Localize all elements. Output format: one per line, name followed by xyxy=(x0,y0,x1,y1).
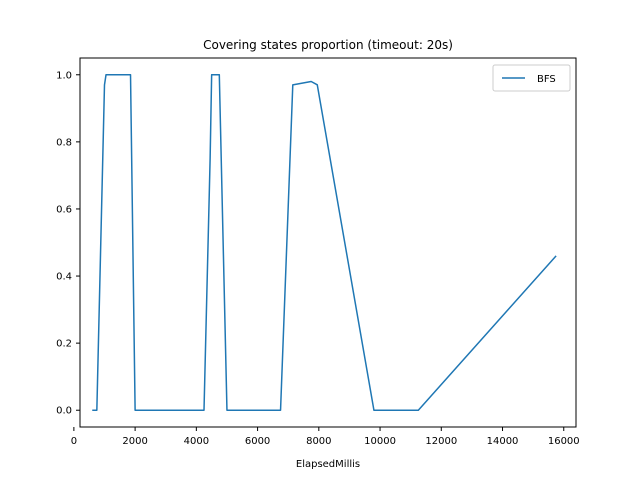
y-tick-label: 0.2 xyxy=(56,339,72,350)
x-tick-label: 10000 xyxy=(364,436,396,447)
y-tick-label: 0.6 xyxy=(56,204,72,215)
y-tick-label: 0.4 xyxy=(56,272,72,283)
y-tick-label: 0.0 xyxy=(56,406,72,417)
x-tick-label: 0 xyxy=(71,436,77,447)
y-tick-label: 0.8 xyxy=(56,137,72,148)
legend-frame xyxy=(492,64,571,92)
x-axis-ticks: 0 2000 4000 6000 8000 10000 12000 14000 16000 xyxy=(71,427,580,447)
x-axis-label: ElapsedMillis xyxy=(296,459,360,470)
chart-title: Covering states proportion (timeout: 20s… xyxy=(203,38,453,52)
x-tick-label: 12000 xyxy=(425,436,457,447)
y-axis-ticks: 0.0 0.2 0.4 0.6 0.8 1.0 xyxy=(56,70,80,417)
legend: BFS xyxy=(492,64,571,92)
y-tick-label: 1.0 xyxy=(56,70,72,81)
x-tick-label: 6000 xyxy=(245,436,270,447)
x-tick-label: 8000 xyxy=(306,436,331,447)
x-tick-label: 16000 xyxy=(548,436,580,447)
legend-label-bfs: BFS xyxy=(537,74,556,85)
series-line-bfs xyxy=(92,74,557,411)
x-tick-label: 4000 xyxy=(184,436,209,447)
plot-frame xyxy=(79,57,577,428)
x-tick-label: 14000 xyxy=(487,436,519,447)
plot-area xyxy=(79,57,577,428)
x-tick-label: 2000 xyxy=(122,436,147,447)
